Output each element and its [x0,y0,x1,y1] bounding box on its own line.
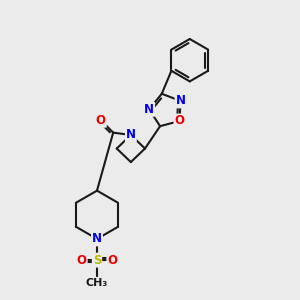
Text: CH₃: CH₃ [86,278,108,288]
Text: O: O [77,254,87,267]
Text: O: O [107,254,117,267]
Text: N: N [126,128,136,142]
Text: O: O [175,115,184,128]
Text: N: N [176,94,185,107]
Text: N: N [144,103,154,116]
Text: S: S [93,254,101,267]
Text: N: N [92,232,102,245]
Text: O: O [96,114,106,127]
